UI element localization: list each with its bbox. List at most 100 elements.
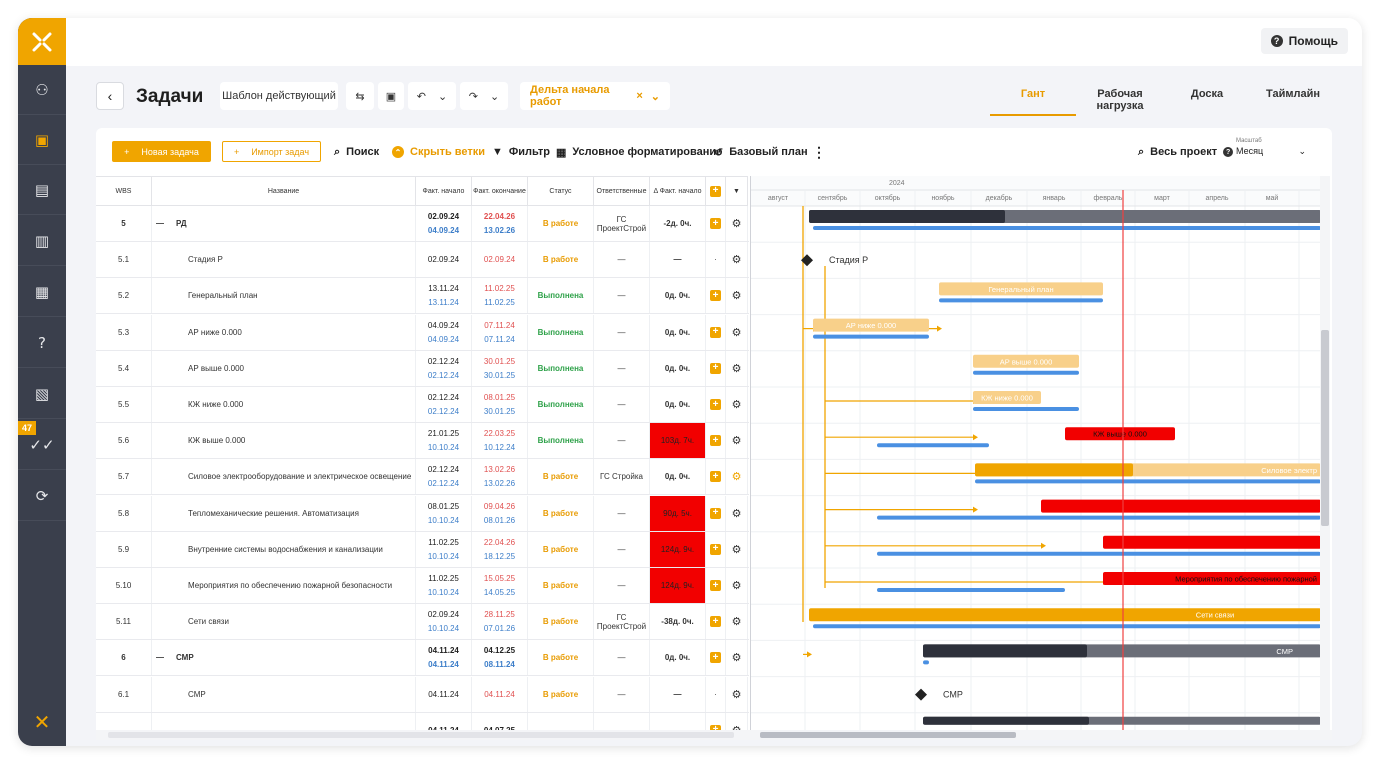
name-cell[interactable]: Внутренние системы водоснабжения и канал… (152, 531, 416, 567)
back-button[interactable]: ‹ (96, 82, 124, 110)
plus-icon[interactable]: + (710, 326, 721, 338)
table-row[interactable]: 5.7 Силовое электрооборудование и электри… (96, 459, 749, 496)
table-row[interactable]: 04.11.24 04.07.25 + ⚙ (96, 712, 749, 730)
new-task-button[interactable]: + Новая задача (112, 141, 211, 162)
row-settings-cell[interactable]: ⚙ (726, 676, 748, 712)
table-row[interactable]: 5.11 Сети связи 02.09.24 10.10.24 28.11.25 07… (96, 604, 749, 641)
plus-icon[interactable]: + (710, 290, 721, 302)
add-subtask-cell[interactable]: + (706, 206, 726, 241)
name-cell[interactable]: Тепломеханические решения. Автоматизация (152, 495, 416, 531)
gantt-bar[interactable] (939, 282, 1103, 296)
collapse-toggle[interactable]: — (156, 219, 164, 228)
sidebar-item-reports[interactable]: ▥ (18, 216, 66, 266)
add-subtask-cell[interactable]: + (706, 350, 726, 386)
gear-icon[interactable]: ⚙ (731, 361, 742, 375)
filter-button[interactable]: ▼ Фильтр (492, 142, 550, 162)
row-settings-cell[interactable]: ⚙ (726, 350, 748, 386)
whole-project-button[interactable]: ⌕ Весь проект? (1138, 142, 1234, 162)
col-name[interactable]: Название (152, 177, 416, 205)
add-subtask-cell[interactable]: + (706, 459, 726, 495)
table-row[interactable]: 5.3 АР ниже 0.000 04.09.24 04.09.24 07.11.24… (96, 314, 749, 351)
sidebar-item-documents[interactable]: ▤ (18, 165, 66, 215)
name-cell[interactable]: СМР (152, 676, 416, 712)
col-fact-end[interactable]: Факт. окончание (472, 177, 528, 205)
gantt-bar[interactable] (813, 318, 929, 332)
name-cell[interactable]: Силовое электрооборудование и электричес… (152, 459, 416, 495)
table-row[interactable]: 5.2 Генеральный план 13.11.24 13.11.24 11.02… (96, 278, 749, 315)
add-subtask-cell[interactable]: + (706, 495, 726, 531)
baseline-button[interactable]: ↺ Базовый план (714, 142, 808, 162)
name-cell[interactable]: — СМР (152, 640, 416, 676)
row-settings-cell[interactable]: ⚙ (726, 387, 748, 422)
sidebar-item-help[interactable]: ? (18, 318, 66, 368)
redo-button[interactable]: ↷ ⌄ (460, 82, 508, 110)
table-row[interactable]: 5.10 Мероприятия по обеспечению пожарной … (96, 568, 749, 604)
close-icon[interactable]: × (636, 90, 643, 102)
col-fact-start[interactable]: Факт. начало (416, 177, 472, 205)
delta-filter-chip[interactable]: Дельта начала работ × ⌄ (520, 82, 670, 110)
plus-icon[interactable]: + (710, 435, 721, 447)
table-row[interactable]: 5.5 КЖ ниже 0.000 02.12.24 02.12.24 08.01.25… (96, 387, 749, 423)
add-subtask-cell[interactable]: + (706, 604, 726, 640)
gear-icon[interactable]: ⚙ (731, 470, 742, 484)
gear-icon[interactable]: ⚙ (731, 325, 742, 339)
sidebar-item-sync[interactable]: ⟳ (18, 471, 66, 521)
table-row[interactable]: 5.6 КЖ выше 0.000 21.01.25 10.10.24 22.03.25… (96, 423, 749, 460)
column-filter-button[interactable]: ▼ (726, 177, 748, 205)
sidebar-item-analytics[interactable]: ▦ (18, 267, 66, 317)
undo-button[interactable]: ↶ ⌄ (408, 82, 456, 110)
row-settings-cell[interactable]: ⚙ (726, 423, 748, 459)
sidebar-item-resources[interactable]: ⚇ (18, 65, 66, 115)
name-cell[interactable]: Стадия Р (152, 242, 416, 278)
plus-icon[interactable]: + (710, 616, 721, 628)
plus-icon[interactable]: + (710, 471, 721, 483)
gear-icon[interactable]: ⚙ (731, 434, 742, 448)
add-subtask-cell[interactable]: + (706, 531, 726, 567)
row-settings-cell[interactable]: ⚙ (726, 640, 748, 676)
import-tasks-button[interactable]: + Импорт задач (222, 141, 321, 162)
name-cell[interactable]: Генеральный план (152, 278, 416, 314)
gear-icon[interactable]: ⚙ (731, 398, 742, 411)
row-settings-cell[interactable]: ⚙ (726, 568, 748, 603)
add-subtask-cell[interactable]: + (706, 568, 726, 603)
row-settings-cell[interactable]: ⚙ (726, 459, 748, 495)
table-row[interactable]: 5.8 Тепломеханические решения. Автоматиза… (96, 495, 749, 532)
gear-icon[interactable]: ⚙ (732, 724, 742, 730)
name-cell[interactable]: — РД (152, 206, 416, 241)
help-button[interactable]: ? Помощь (1260, 28, 1348, 54)
add-subtask-cell[interactable]: + (706, 640, 726, 676)
conditional-format-button[interactable]: ▦ Условное форматирование (556, 142, 722, 162)
name-cell[interactable]: АР выше 0.000 (152, 350, 416, 386)
plus-icon[interactable]: + (710, 507, 721, 519)
col-status[interactable]: Статус (528, 177, 594, 205)
table-row[interactable]: 6 — СМР 04.11.24 04.11.24 04.12.25 08.11.24 В р… (96, 640, 749, 677)
sidebar-item-tasks[interactable]: ▣ (18, 115, 66, 165)
row-settings-cell[interactable]: ⚙ (726, 242, 748, 278)
name-cell[interactable]: АР ниже 0.000 (152, 314, 416, 350)
collapse-toggle[interactable]: — (156, 653, 164, 663)
gantt-bar[interactable] (809, 608, 1320, 622)
gear-icon[interactable]: ⚙ (731, 615, 742, 629)
table-row[interactable]: 5 — РД 02.09.24 04.09.24 22.04.26 13.02.26 В ра… (96, 206, 749, 242)
search-button[interactable]: ⌕ Поиск (334, 142, 379, 162)
gantt-chart[interactable]: 2024 август сентябрь октябрь ноябрь декабрь ян… (750, 176, 1320, 730)
swap-button[interactable]: ⇆ (346, 82, 374, 110)
horizontal-scrollbar[interactable] (96, 730, 1332, 740)
add-subtask-cell[interactable]: + (706, 278, 726, 314)
vertical-scrollbar[interactable] (1320, 176, 1330, 730)
gantt-bar[interactable] (973, 391, 1041, 404)
row-settings-cell[interactable]: ⚙ (726, 604, 748, 640)
gear-icon[interactable]: ⚙ (731, 579, 742, 592)
name-cell[interactable]: КЖ ниже 0.000 (152, 387, 416, 422)
name-cell[interactable] (152, 712, 416, 730)
table-row[interactable]: 6.1 СМР 04.11.24 04.11.24 В работе — — · ⚙ (96, 676, 749, 713)
sidebar-item-journal[interactable]: ▧ (18, 369, 66, 419)
scroll-thumb[interactable] (1321, 330, 1329, 526)
table-scroll-thumb[interactable] (108, 732, 734, 738)
plus-icon[interactable]: + (710, 362, 721, 374)
tab-timeline[interactable]: Таймлайн (1266, 88, 1320, 100)
plus-icon[interactable]: + (710, 724, 721, 730)
plus-icon[interactable]: + (710, 218, 721, 229)
name-cell[interactable]: КЖ выше 0.000 (152, 423, 416, 459)
add-subtask-cell[interactable]: + (706, 314, 726, 350)
